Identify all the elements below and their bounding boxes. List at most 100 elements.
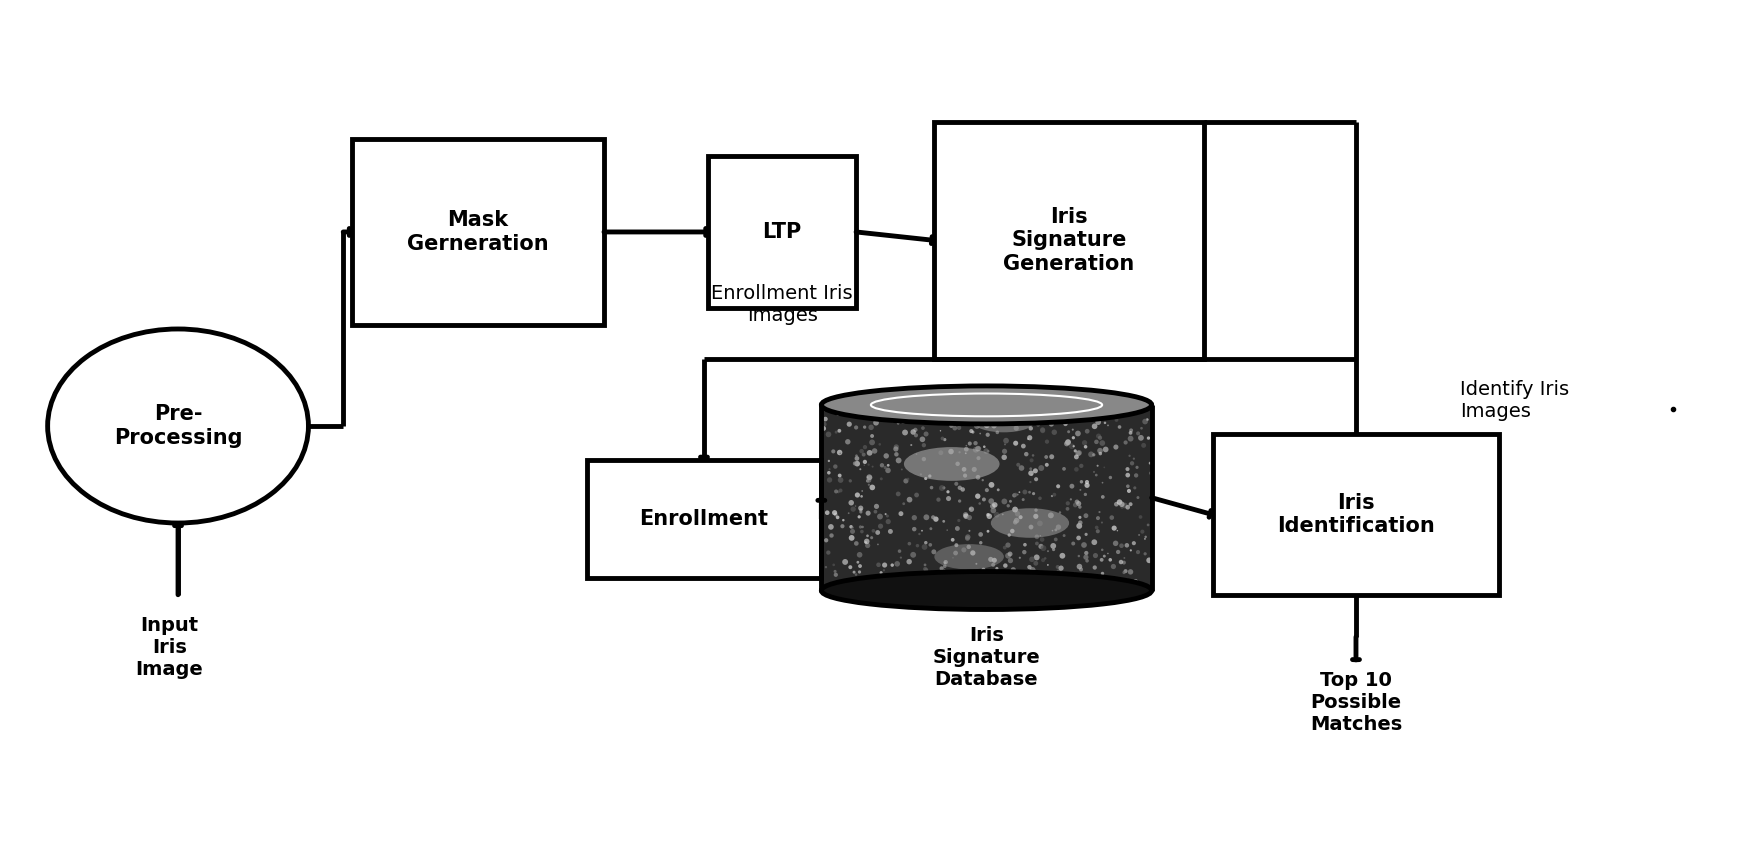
- Point: [884, 575, 912, 589]
- Point: [950, 543, 978, 556]
- Point: [853, 536, 880, 550]
- Point: [1041, 523, 1069, 537]
- Point: [1104, 407, 1132, 421]
- Point: [863, 499, 891, 513]
- Point: [933, 523, 961, 537]
- Point: [1059, 480, 1087, 493]
- Point: [844, 556, 872, 569]
- Point: [1113, 463, 1141, 476]
- Point: [1062, 401, 1090, 415]
- Point: [1116, 423, 1144, 437]
- Ellipse shape: [47, 329, 309, 523]
- Point: [846, 510, 874, 524]
- Point: [854, 538, 882, 552]
- Point: [1038, 417, 1066, 431]
- Point: [1076, 580, 1104, 594]
- Point: [935, 492, 963, 505]
- Point: [821, 565, 849, 579]
- Point: [943, 457, 971, 470]
- Point: [1097, 510, 1125, 524]
- Point: [854, 506, 882, 520]
- Point: [1029, 532, 1057, 546]
- Point: [842, 449, 870, 463]
- Point: [1073, 546, 1101, 560]
- Point: [826, 473, 854, 486]
- Point: [908, 433, 936, 446]
- Point: [912, 413, 940, 427]
- Point: [825, 485, 853, 498]
- Point: [900, 411, 928, 424]
- Point: [929, 481, 957, 495]
- Point: [931, 563, 959, 577]
- Point: [964, 489, 992, 503]
- Point: [956, 540, 984, 554]
- Point: [907, 468, 935, 481]
- Point: [854, 458, 882, 471]
- Point: [1085, 505, 1113, 519]
- Point: [1005, 580, 1032, 594]
- Point: [1092, 443, 1120, 457]
- Point: [903, 538, 931, 552]
- Point: [971, 576, 999, 590]
- Point: [1129, 525, 1157, 538]
- Point: [1085, 429, 1113, 443]
- Point: [931, 560, 959, 573]
- Point: [900, 548, 928, 561]
- Point: [1073, 554, 1101, 567]
- Point: [842, 567, 870, 581]
- Point: [1025, 529, 1053, 543]
- Point: [1053, 412, 1081, 426]
- Point: [847, 521, 875, 534]
- Point: [1064, 402, 1092, 416]
- Point: [1125, 528, 1153, 542]
- Point: [811, 422, 839, 435]
- Point: [889, 414, 917, 428]
- Point: [1102, 498, 1130, 511]
- Point: [1115, 484, 1143, 498]
- Point: [1067, 562, 1095, 576]
- Point: [872, 507, 900, 521]
- Point: [830, 514, 858, 527]
- Point: [1045, 480, 1073, 493]
- Point: [840, 457, 868, 470]
- Point: [1116, 498, 1144, 511]
- Text: Enrollment Iris
Images: Enrollment Iris Images: [711, 284, 853, 325]
- Point: [912, 536, 940, 550]
- Point: [952, 446, 980, 460]
- Point: [879, 414, 907, 428]
- Point: [867, 520, 894, 533]
- Point: [970, 492, 998, 506]
- Point: [818, 529, 846, 543]
- Point: [846, 463, 874, 476]
- Point: [1041, 532, 1069, 546]
- Point: [1053, 435, 1081, 449]
- Point: [1025, 492, 1053, 505]
- Point: [994, 499, 1022, 513]
- Point: [959, 546, 987, 560]
- Point: [1109, 556, 1137, 569]
- Text: LTP: LTP: [763, 222, 802, 242]
- Point: [839, 525, 867, 538]
- Point: [826, 469, 854, 482]
- Point: [1108, 539, 1136, 553]
- Point: [858, 579, 886, 592]
- Point: [825, 406, 853, 420]
- Point: [1005, 458, 1032, 471]
- Point: [894, 555, 922, 568]
- Point: [912, 562, 940, 576]
- Point: [991, 413, 1019, 427]
- Point: [1116, 565, 1144, 579]
- Point: [867, 566, 894, 579]
- Point: [959, 406, 987, 419]
- Point: [1113, 580, 1141, 594]
- Point: [847, 501, 875, 515]
- Point: [1012, 538, 1039, 551]
- Point: [884, 571, 912, 584]
- Point: [989, 508, 1017, 521]
- Point: [1066, 510, 1094, 524]
- Point: [978, 499, 1006, 513]
- Bar: [587, 460, 821, 578]
- Point: [887, 463, 915, 476]
- Point: [1039, 539, 1067, 553]
- Point: [854, 529, 882, 543]
